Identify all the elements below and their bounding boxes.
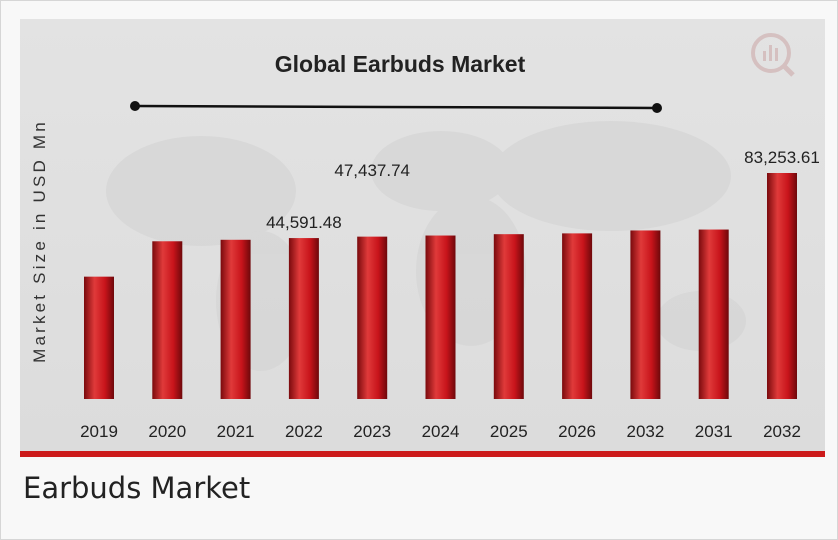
market-research-logo-icon <box>751 33 795 77</box>
timeline-end-dot <box>652 103 662 113</box>
chart-title: Global Earbuds Market <box>275 51 526 77</box>
bar-2032 <box>767 173 797 399</box>
x-tick-label: 2026 <box>558 422 596 441</box>
bar-2025 <box>493 234 524 399</box>
bar-2032 <box>630 230 661 399</box>
x-tick-label: 2023 <box>353 422 391 441</box>
timeline-start-dot <box>130 101 140 111</box>
bar-2023 <box>357 236 388 399</box>
data-label: 47,437.74 <box>334 161 410 180</box>
figure-caption: Earbuds Market <box>23 471 251 505</box>
timeline-line <box>130 101 662 113</box>
bars-group <box>84 173 797 399</box>
x-tick-label: 2022 <box>285 422 323 441</box>
data-label: 44,591.48 <box>266 213 342 232</box>
bar-chart: Global Earbuds Market Market Size in USD… <box>30 33 820 441</box>
y-axis-label: Market Size in USD Mn <box>30 119 49 363</box>
x-tick-label: 2025 <box>490 422 528 441</box>
bar-2026 <box>562 233 593 399</box>
x-tick-label: 2032 <box>626 422 664 441</box>
x-tick-label: 2020 <box>148 422 186 441</box>
x-tick-label: 2032 <box>763 422 801 441</box>
data-label: 83,253.61 <box>744 148 820 167</box>
bar-2021 <box>220 239 251 399</box>
data-labels-group: 44,591.48 47,437.74 83,253.61 <box>266 148 820 232</box>
bar-2024 <box>425 235 456 399</box>
bar-2022 <box>288 238 319 399</box>
bar-2019 <box>84 276 114 399</box>
x-tick-label: 2031 <box>695 422 733 441</box>
x-tick-label: 2019 <box>80 422 118 441</box>
bar-2031 <box>698 229 729 399</box>
x-tick-label: 2021 <box>217 422 255 441</box>
bar-2020 <box>152 241 183 399</box>
x-tick-labels-group: 2019 2020 2021 2022 2023 2024 2025 2026 2032 2031… <box>80 422 801 441</box>
red-divider <box>20 451 825 457</box>
x-tick-label: 2024 <box>422 422 460 441</box>
